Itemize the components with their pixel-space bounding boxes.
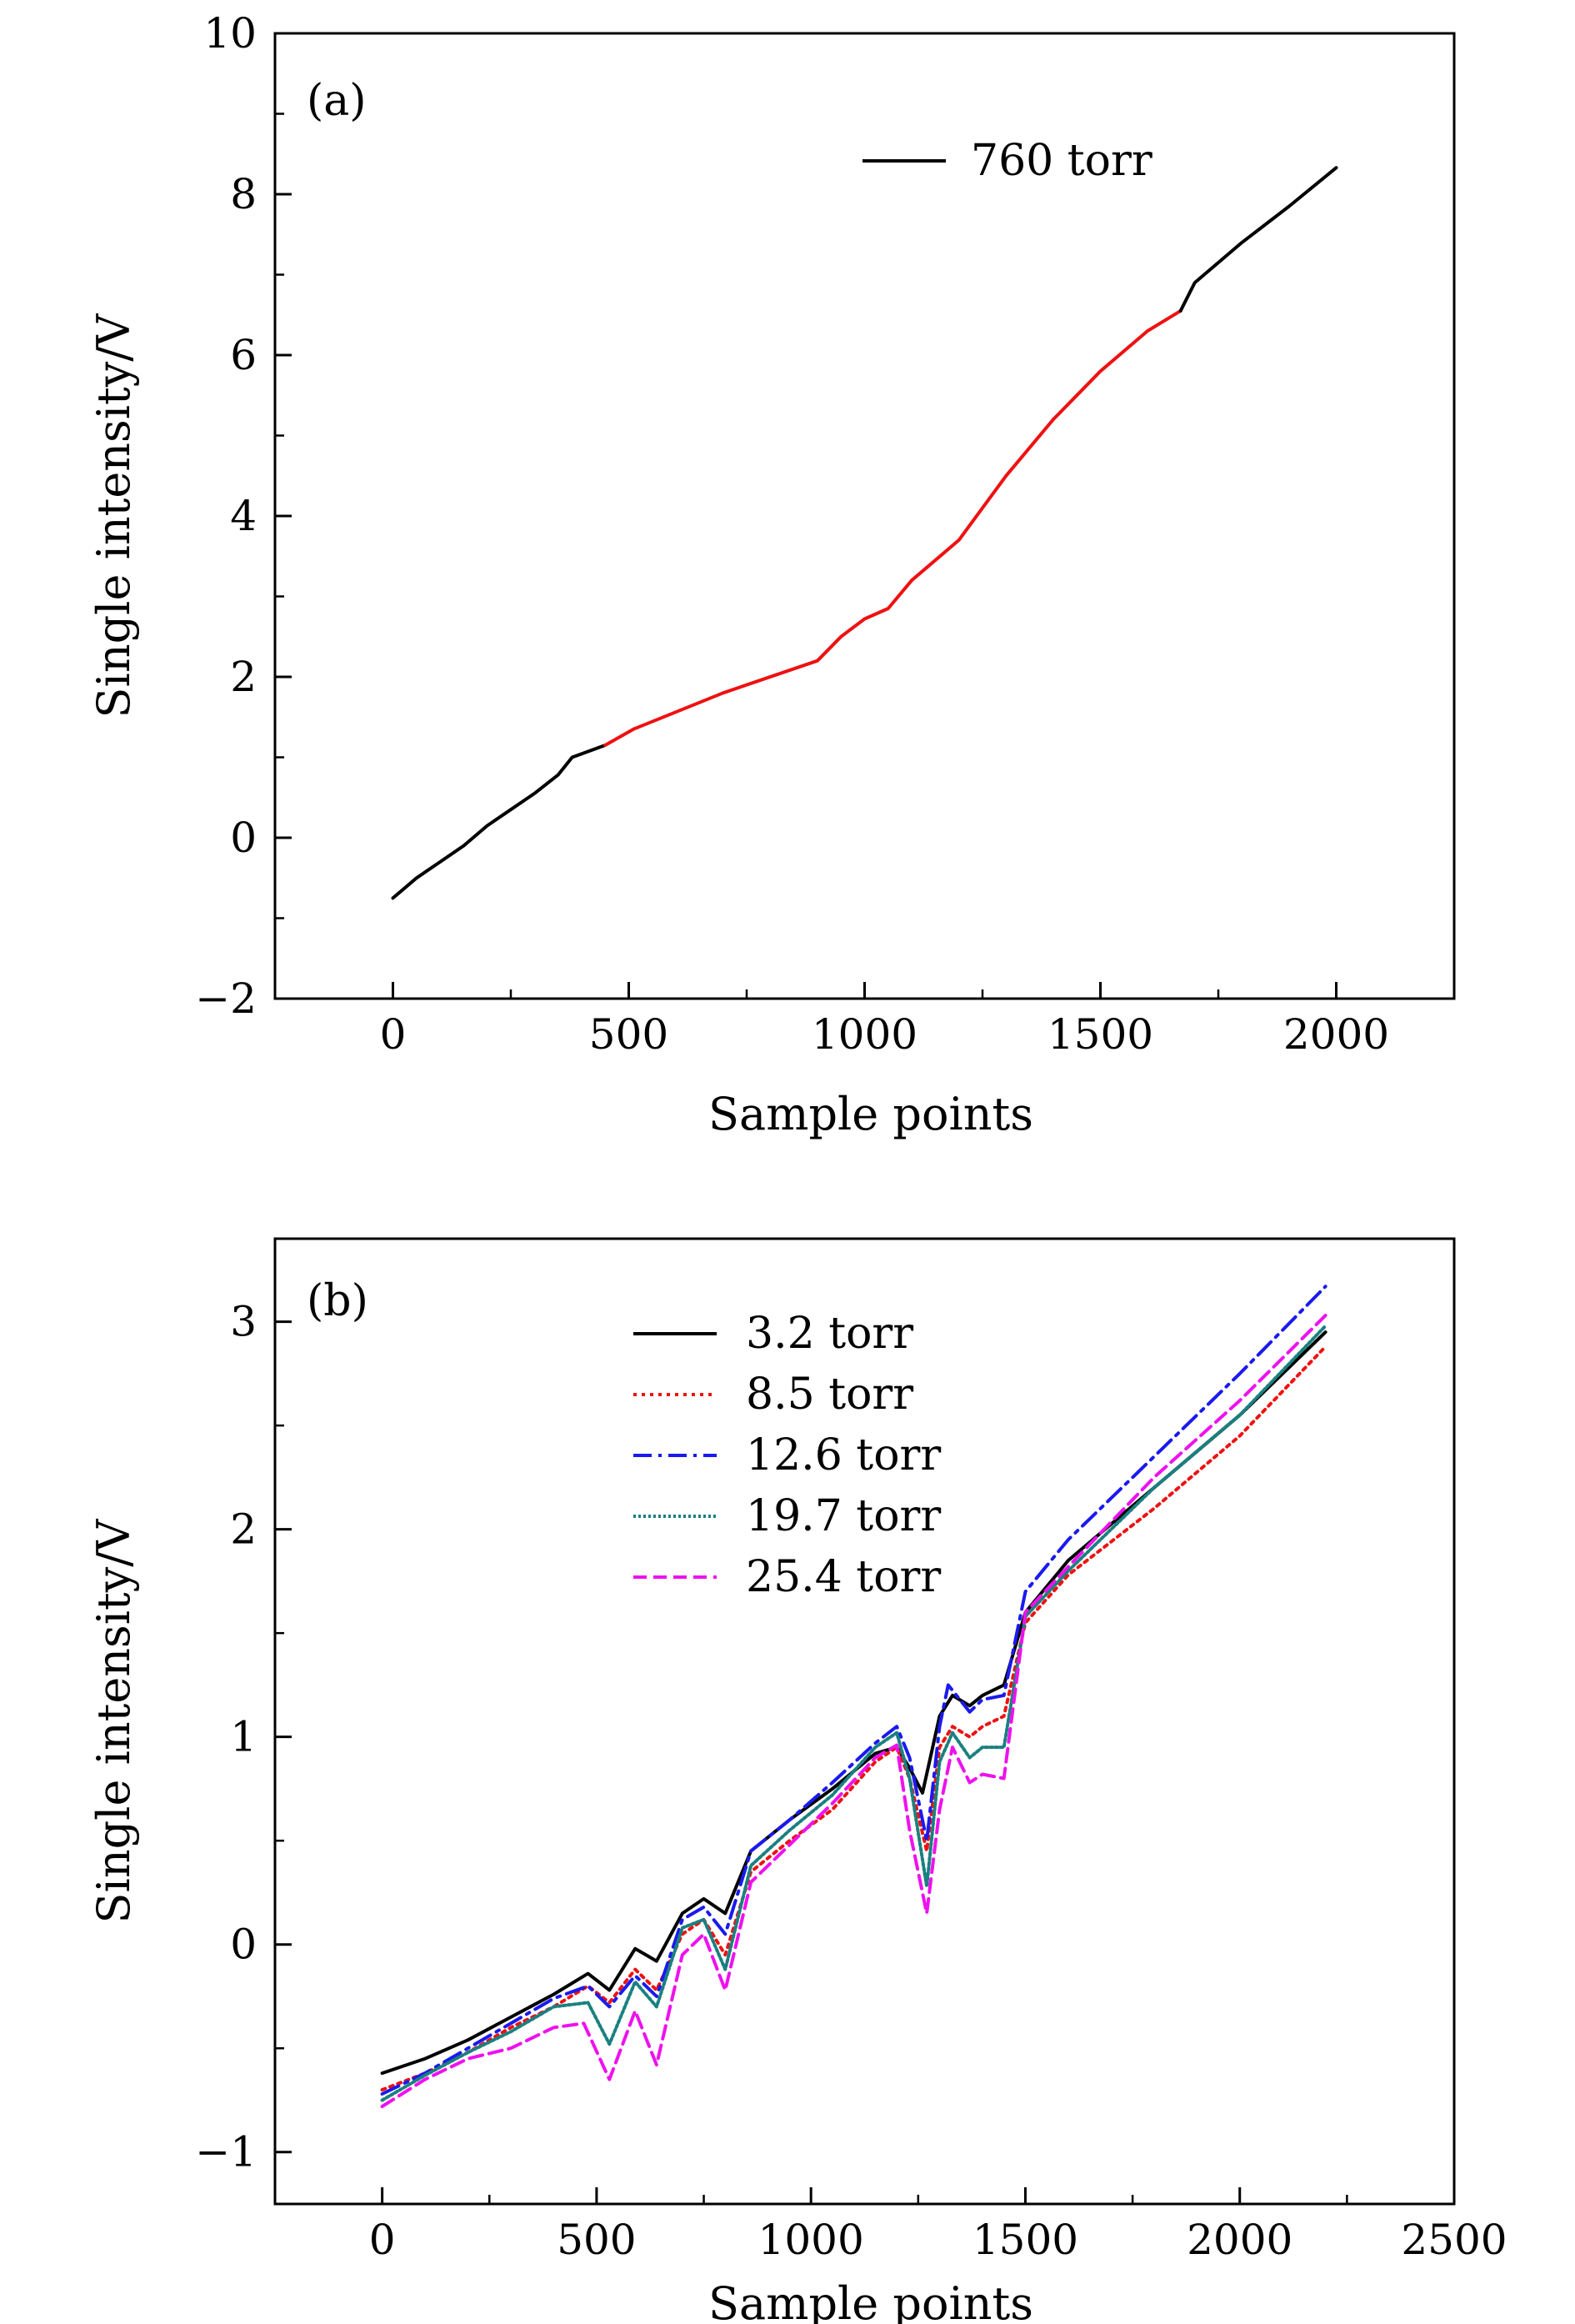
x-tick-label-a-0: 0 xyxy=(380,1010,407,1059)
x-tick-label-a-3: 1500 xyxy=(1048,1010,1153,1059)
x-tick-label-b-1: 500 xyxy=(557,2216,636,2264)
x-tick-label-a-1: 500 xyxy=(589,1010,668,1059)
panel-label-b: (b) xyxy=(307,1276,368,1326)
legend-b-label-2: 12.6 torr xyxy=(746,1430,941,1480)
x-tick-label-b-3: 1500 xyxy=(972,2216,1078,2264)
series-line-b-3 xyxy=(380,1324,1328,2102)
x-tick-label-b-4: 2000 xyxy=(1187,2216,1292,2264)
y-tick-label-a-4: 6 xyxy=(230,331,257,379)
x-tick-label-a-2: 1000 xyxy=(812,1010,918,1059)
x-axis-label-a: Sample points xyxy=(708,1088,1033,1140)
legend-b: 3.2 torr 8.5 torr 12.6 torr 19.7 torr 25… xyxy=(633,1309,941,1602)
y-tick-label-a-6: 10 xyxy=(203,9,257,58)
y-axis-label-a: Single intensity/V xyxy=(88,313,140,719)
legend-b-label-0: 3.2 torr xyxy=(746,1309,913,1359)
panel-a: 0 500 1000 1500 2000 −2 0 2 4 6 8 10 (a) 760 torr S… xyxy=(88,9,1456,1140)
series-line-b-2 xyxy=(380,1285,1328,2096)
y-tick-label-b-3: 2 xyxy=(230,1505,257,1554)
y-tick-label-a-5: 8 xyxy=(230,170,257,218)
y-tick-label-a-1: 0 xyxy=(230,814,257,862)
a-series xyxy=(391,166,1338,900)
b-series xyxy=(380,1285,1328,2108)
legend-a-label-0: 760 torr xyxy=(971,136,1152,186)
y-tick-label-a-2: 2 xyxy=(230,653,257,701)
x-tick-label-b-2: 1000 xyxy=(758,2216,864,2264)
series-line-b-1 xyxy=(380,1345,1328,2091)
x-tick-label-a-4: 2000 xyxy=(1283,1010,1389,1059)
series-line-b-4 xyxy=(380,1314,1328,2108)
y-tick-label-a-0: −2 xyxy=(195,974,257,1023)
legend-b-label-1: 8.5 torr xyxy=(746,1370,913,1420)
y-tick-label-b-0: −1 xyxy=(195,2128,257,2176)
panel-label-a: (a) xyxy=(307,76,367,126)
x-tick-label-b-5: 2500 xyxy=(1401,2216,1507,2264)
b-ticks: 0 500 1000 1500 2000 2500 −1 0 1 2 3 xyxy=(195,1298,1507,2264)
y-tick-label-b-2: 1 xyxy=(230,1713,257,1761)
x-tick-label-b-0: 0 xyxy=(369,2216,396,2264)
legend-a: 760 torr xyxy=(862,136,1152,186)
series-line-a-2 xyxy=(1178,166,1338,313)
panel-b: 0 500 1000 1500 2000 2500 −1 0 1 2 3 (b) 3.2 torr … xyxy=(88,1237,1508,2324)
y-tick-label-b-1: 0 xyxy=(230,1921,257,1969)
legend-b-label-3: 19.7 torr xyxy=(746,1491,941,1541)
a-ticks: 0 500 1000 1500 2000 −2 0 2 4 6 8 10 xyxy=(195,9,1456,1059)
y-tick-label-a-3: 4 xyxy=(230,492,257,540)
legend-b-label-4: 25.4 torr xyxy=(746,1552,941,1602)
x-axis-label-b: Sample points xyxy=(708,2277,1033,2324)
y-axis-label-b: Single intensity/V xyxy=(88,1519,140,1924)
series-line-a-1 xyxy=(603,308,1182,747)
y-tick-label-b-4: 3 xyxy=(230,1298,257,1346)
plot-frame-b xyxy=(273,1237,1456,2206)
series-line-a-0 xyxy=(391,744,608,900)
